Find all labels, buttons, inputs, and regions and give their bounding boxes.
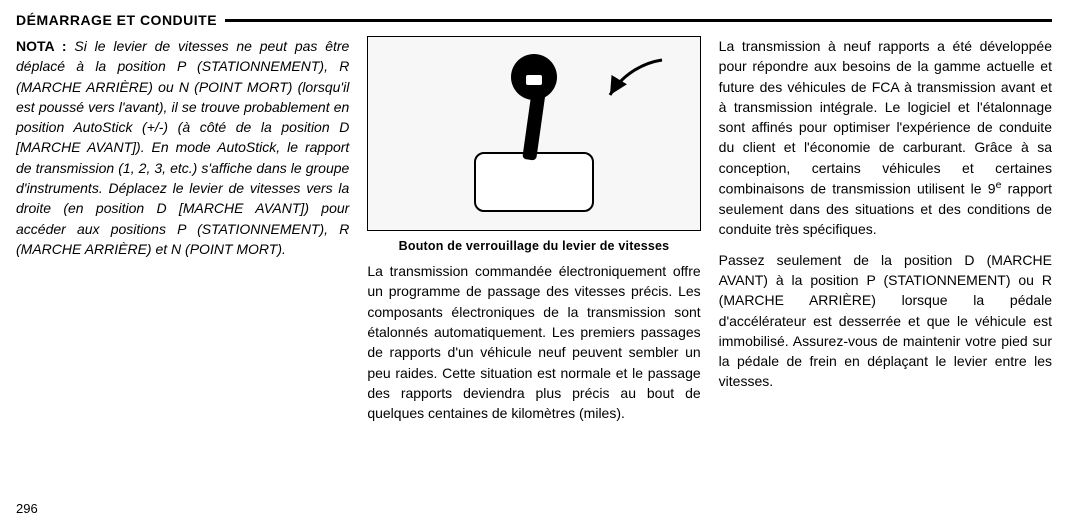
section-header: DÉMARRAGE ET CONDUITE — [16, 12, 1052, 28]
content-columns: NOTA : Si le levier de vitesses ne peut … — [16, 36, 1052, 424]
arrow-icon — [602, 55, 672, 105]
column-3: La transmission à neuf rapports a été dé… — [719, 36, 1052, 424]
nota-paragraph: NOTA : Si le levier de vitesses ne peut … — [16, 36, 349, 259]
col2-paragraph: La transmission commandée électroniqueme… — [367, 261, 700, 423]
shifter-button-shape — [526, 75, 542, 85]
col3-paragraph-2: Passez seulement de la position D (MARCH… — [719, 250, 1052, 392]
nota-label: NOTA : — [16, 38, 67, 54]
column-1: NOTA : Si le levier de vitesses ne peut … — [16, 36, 349, 424]
gear-lock-figure: Bouton de verrouillage du levier de vite… — [367, 36, 700, 255]
shifter-base-shape — [474, 152, 594, 212]
col3-paragraph-1: La transmission à neuf rapports a été dé… — [719, 36, 1052, 240]
column-2: Bouton de verrouillage du levier de vite… — [367, 36, 700, 424]
nota-text: Si le levier de vitesses ne peut pas êtr… — [16, 38, 349, 257]
shifter-stick-shape — [522, 89, 546, 160]
col3-p1-pre: La transmission à neuf rapports a été dé… — [719, 38, 1052, 197]
figure-caption: Bouton de verrouillage du levier de vite… — [367, 237, 700, 255]
header-rule — [225, 19, 1052, 22]
section-title: DÉMARRAGE ET CONDUITE — [16, 12, 217, 28]
page-number: 296 — [16, 501, 38, 516]
gear-lock-illustration — [367, 36, 700, 231]
